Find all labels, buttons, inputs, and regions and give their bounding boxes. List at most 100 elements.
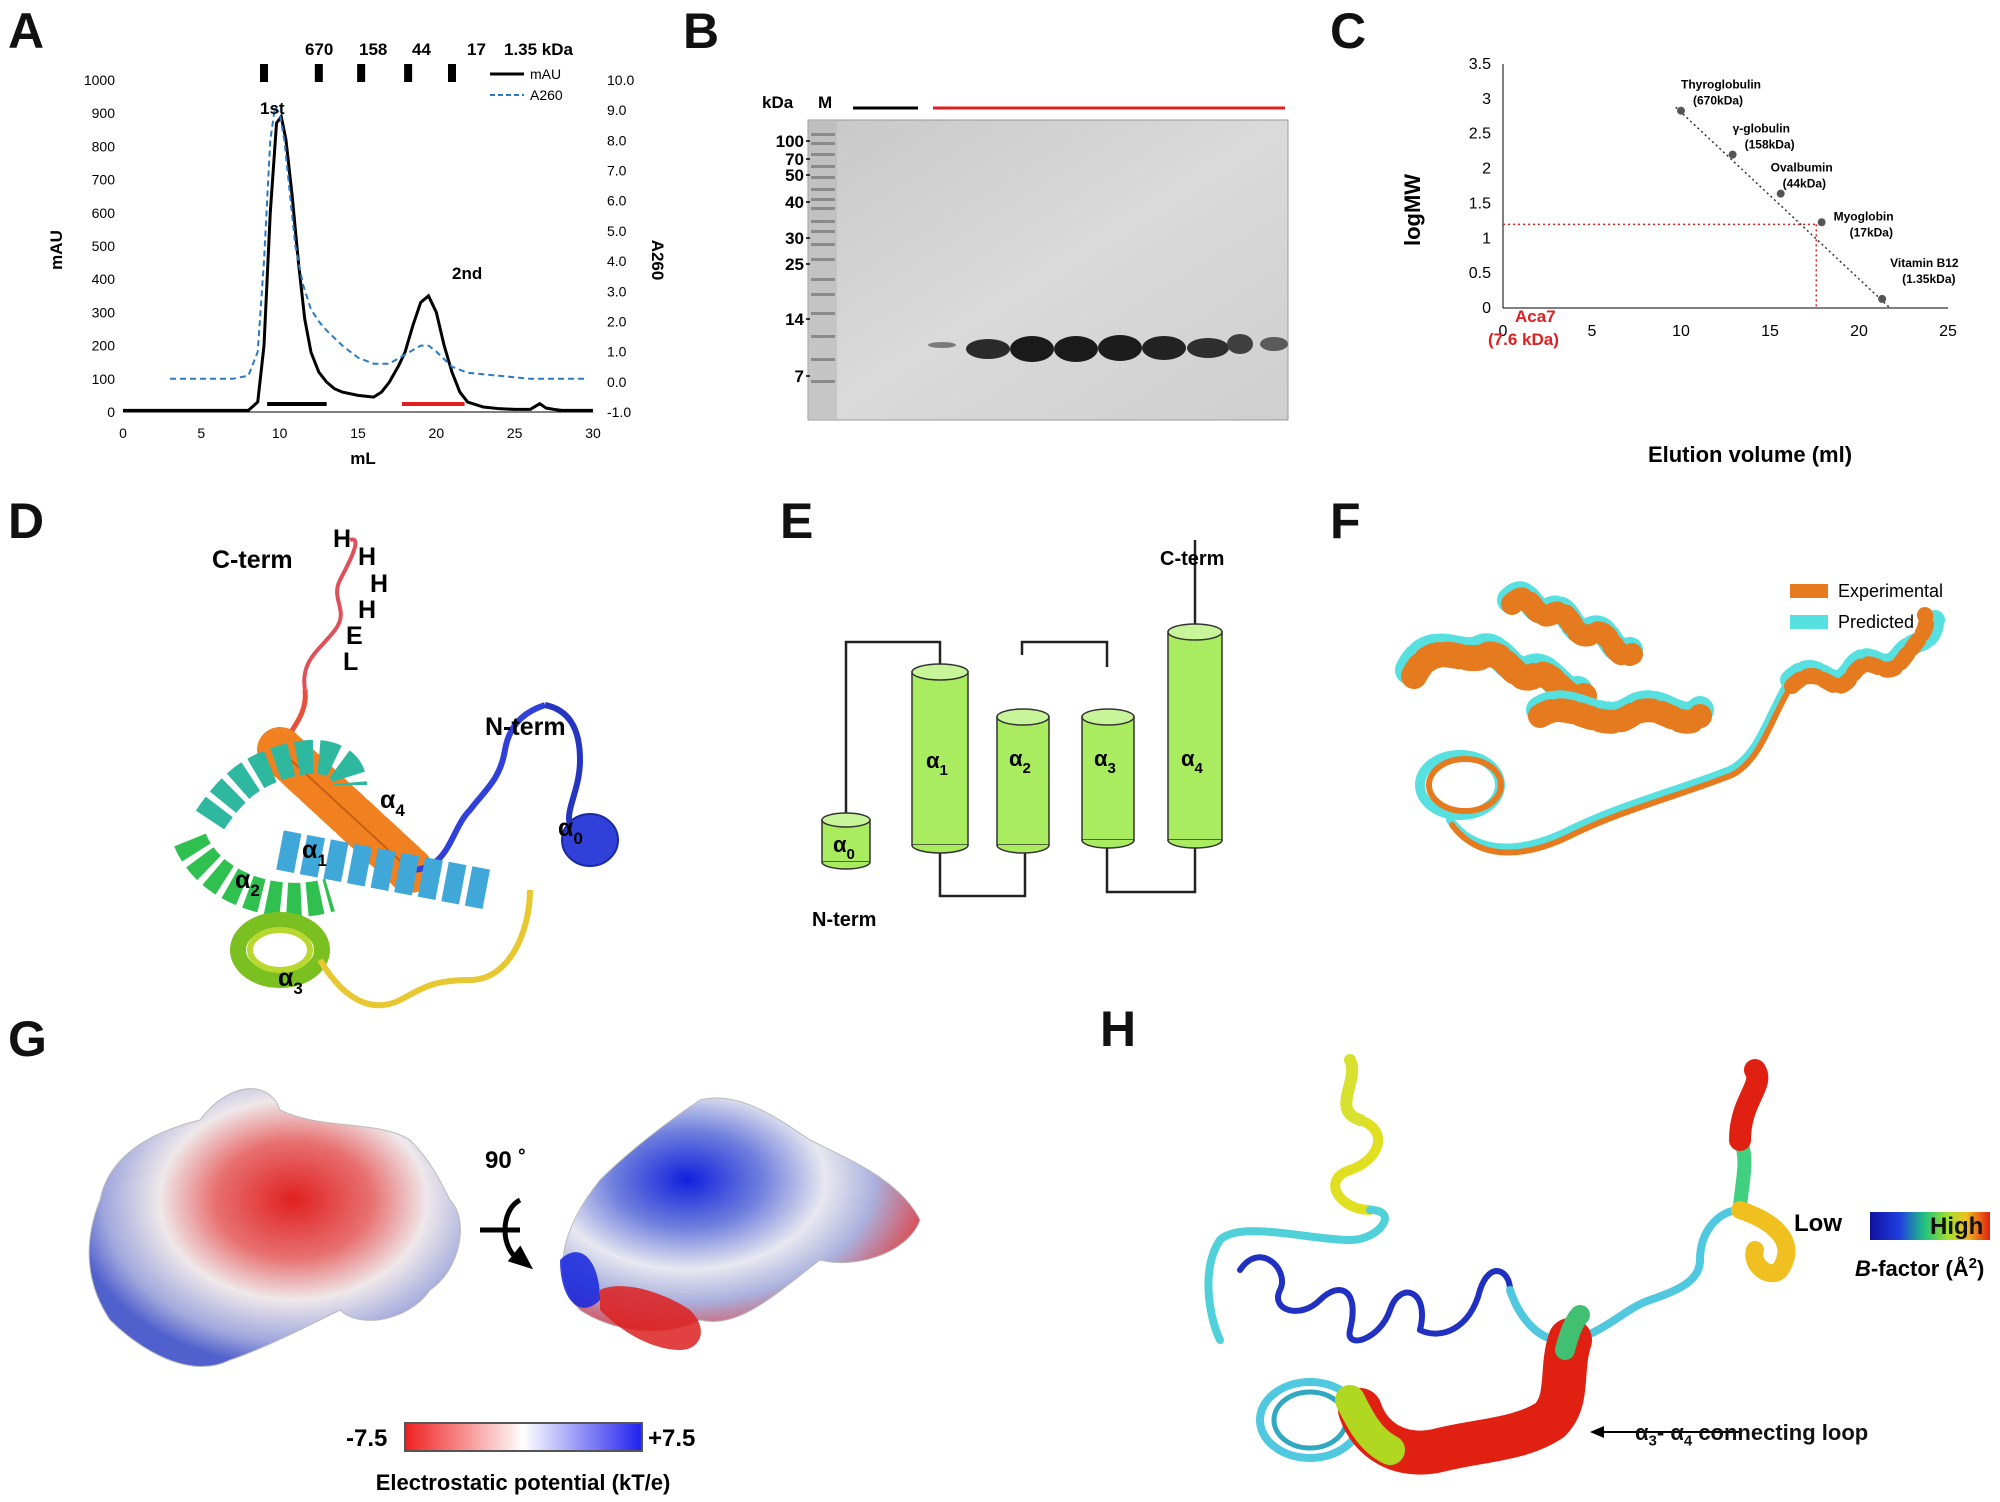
calibration-chart: 0 5 10 15 20 25 0 0.5 1 1.5 2 2.5 3 3.5 Thyroglobulin… [1400, 56, 1959, 467]
kda-label: kDa [762, 93, 794, 112]
topology-diagram: α0 α1 α2 α3 α4 C-term N-term [812, 540, 1224, 931]
helix-label-alpha0: α0 [558, 814, 583, 848]
gel-image [807, 119, 1289, 421]
y2-tick-label: 4.0 [607, 253, 627, 269]
y-tick-label: 2.5 [1469, 126, 1491, 143]
potential-max-label: +7.5 [648, 1425, 695, 1452]
x-tick-label: 10 [1672, 323, 1690, 340]
y-tick-label: 200 [92, 338, 116, 354]
his-tag-residue: H [333, 525, 351, 553]
potential-min-label: -7.5 [346, 1425, 387, 1452]
y2-tick-label: 0.0 [607, 374, 627, 390]
y2-tick-label: 1.0 [607, 344, 627, 360]
x-tick-label: 25 [1939, 323, 1957, 340]
helix-cylinder-alpha0: α0 [821, 812, 871, 870]
y-tick-label: 800 [92, 138, 116, 154]
chromatogram-chart: 0 5 10 15 20 25 300100200300400500600700800900… [47, 40, 667, 468]
helix-cylinder-alpha1: α1 [911, 663, 969, 854]
rotation-arrow-icon [480, 1197, 534, 1270]
legend-swatch-predicted [1790, 615, 1828, 629]
structure-superposition: Experimental Predicted [1395, 581, 1945, 856]
x-tick-label: 25 [507, 425, 523, 441]
his-tag-residue: L [343, 648, 358, 676]
calibration-point-mw: (1.35kDa) [1902, 272, 1955, 286]
n-term-label: N-term [485, 713, 566, 741]
mw-marker-label: 1.35 kDa [504, 40, 574, 59]
x-tick-label: 20 [429, 425, 445, 441]
electrostatic-surfaces: 90 ˚ -7.5 +7.5 Electrostatic potential (… [88, 1088, 921, 1495]
calibration-point-mw: (17kDa) [1850, 225, 1893, 239]
mw-marker-tick [357, 64, 366, 82]
svg-text:α3: α3 [1094, 746, 1116, 777]
svg-text:α1: α1 [926, 748, 948, 779]
panel-label-f: F [1330, 493, 1361, 549]
y-tick-label: 2 [1482, 161, 1491, 178]
y2-tick-label: 7.0 [607, 163, 627, 179]
calibration-point-label: Thyroglobulin [1681, 78, 1761, 92]
helix-label-alpha2: α2 [235, 866, 260, 900]
helix-label-alpha3: α3 [278, 964, 303, 998]
ladder-label: 30 [785, 229, 804, 248]
panel-label-h: H [1100, 1001, 1137, 1057]
series-line-mau [123, 112, 593, 412]
mw-marker-tick [260, 64, 268, 82]
x-tick-label: 10 [272, 425, 288, 441]
x-tick-label: 30 [585, 425, 601, 441]
ladder-label: 7 [795, 367, 804, 386]
his-tag-residue: H [358, 543, 376, 571]
chart-legend: mAU A260 [490, 66, 563, 103]
his-tag-residue: H [370, 570, 388, 598]
rotation-label: 90 ˚ [485, 1147, 526, 1174]
c-term-label: C-term [1160, 548, 1224, 570]
mw-marker-label: 44 [412, 40, 431, 59]
y2-tick-label: 10.0 [607, 72, 634, 88]
panel-label-e: E [780, 493, 814, 549]
y-axis-label: logMW [1400, 174, 1425, 246]
ladder-label: 100 [776, 132, 804, 151]
y2-axis-label: A260 [648, 240, 667, 281]
y-tick-label: 300 [92, 304, 116, 320]
y-tick-label: 0 [107, 404, 115, 420]
marker-lane-label: M [818, 93, 832, 112]
x-tick-label: 0 [119, 425, 127, 441]
mw-marker-label: 158 [359, 40, 387, 59]
legend-label-a260: A260 [530, 87, 563, 103]
sample-mw-label: (7.6 kDa) [1488, 330, 1559, 349]
calibration-point [1878, 294, 1887, 303]
y2-tick-label: -1.0 [607, 404, 631, 420]
y-tick-label: 0 [1482, 300, 1491, 317]
y-tick-label: 0.5 [1469, 265, 1491, 282]
bfactor-caption: B-factor (Å2) [1855, 1255, 1984, 1281]
svg-text:α4: α4 [1181, 746, 1204, 777]
panel-label-b: B [683, 3, 720, 59]
svg-text:α2: α2 [1009, 746, 1031, 777]
y2-tick-label: 9.0 [607, 102, 627, 118]
his-tag-residue: E [346, 622, 363, 650]
potential-color-bar [404, 1422, 643, 1452]
y-tick-label: 600 [92, 205, 116, 221]
y-tick-label: 3 [1482, 91, 1491, 108]
peak-label-first: 1st [260, 99, 285, 118]
y-tick-label: 1000 [84, 72, 115, 88]
legend-label-mau: mAU [530, 66, 561, 82]
mw-marker-label: 670 [305, 40, 333, 59]
ladder-label: 50 [785, 166, 804, 185]
series-line-a260 [170, 104, 586, 380]
sample-label: Aca7 [1515, 307, 1556, 326]
calibration-point-mw: (44kDa) [1783, 177, 1826, 191]
y-tick-label: 1.5 [1469, 195, 1491, 212]
x-axis-label: Elution volume (ml) [1648, 442, 1852, 467]
trend-line [1675, 106, 1890, 308]
y2-tick-label: 3.0 [607, 283, 627, 299]
calibration-point-mw: (158kDa) [1745, 138, 1795, 152]
helix-alpha0 [561, 813, 619, 867]
legend-label-predicted: Predicted [1838, 612, 1914, 632]
calibration-point [1817, 218, 1826, 227]
y2-tick-label: 6.0 [607, 193, 627, 209]
x-tick-label: 15 [350, 425, 366, 441]
peak-label-second: 2nd [452, 264, 482, 283]
mw-marker-tick [404, 64, 413, 82]
mw-marker-label: 17 [467, 40, 486, 59]
legend-swatch-experimental [1790, 584, 1828, 598]
y2-tick-label: 2.0 [607, 313, 627, 329]
